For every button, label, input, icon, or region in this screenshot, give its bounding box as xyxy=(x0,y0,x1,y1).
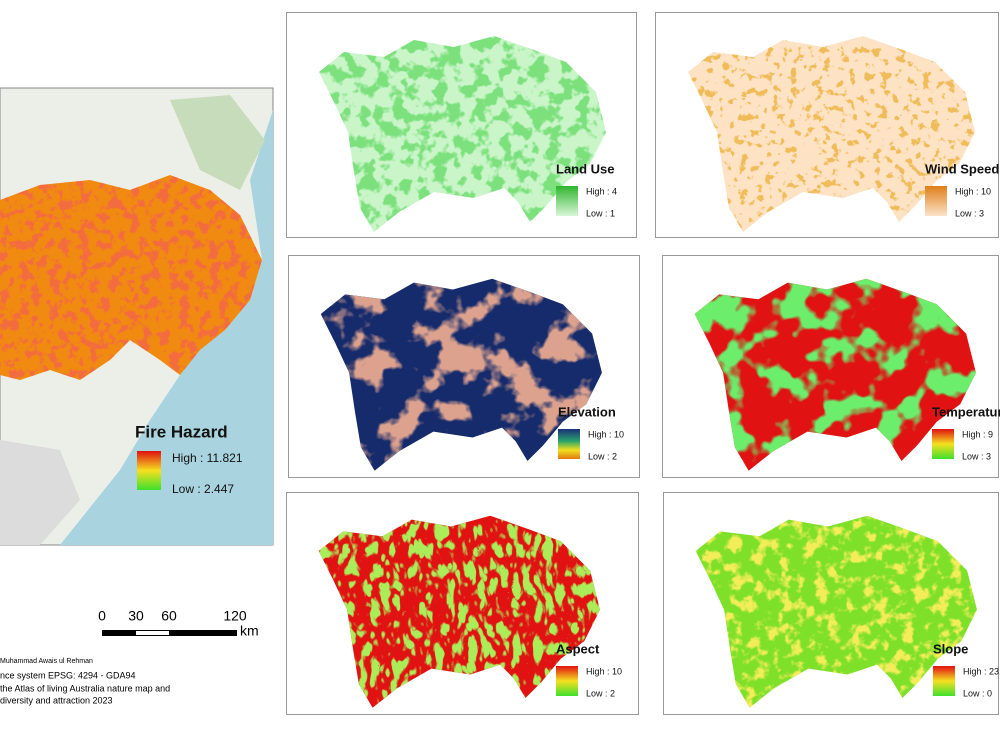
credit-line: the Atlas of living Australia nature map… xyxy=(0,683,170,693)
legend-title: Aspect xyxy=(556,641,600,656)
credit-line: Muhammad Awais ul Rehman xyxy=(0,658,93,665)
legend-ramp xyxy=(933,666,955,696)
raster-panel: Elevation High : 10 Low : 2 xyxy=(289,256,640,478)
legend-title: Land Use xyxy=(556,161,615,176)
raster-panel: Aspect High : 10 Low : 2 xyxy=(287,493,639,715)
legend-title: Temperatur xyxy=(932,404,1000,419)
legend-high: High : 10 xyxy=(955,186,991,196)
raster-panel: Land Use High : 4 Low : 1 xyxy=(287,13,637,238)
legend-high: High : 10 xyxy=(586,666,622,676)
legend-ramp xyxy=(556,186,578,216)
legend-ramp xyxy=(556,666,578,696)
legend-high: High : 11.821 xyxy=(172,451,243,465)
scale-segment xyxy=(136,631,169,635)
fire-hazard-map: Fire Hazard High : 11.821 Low : 2.447 xyxy=(0,88,273,545)
legend-low: Low : 1 xyxy=(586,208,615,218)
legend-low: Low : 2 xyxy=(586,688,615,698)
scale-label: 120 xyxy=(223,608,247,624)
legend-low: Low : 2.447 xyxy=(172,482,234,496)
scale-unit: km xyxy=(240,623,259,639)
credit-line: diversity and attraction 2023 xyxy=(0,695,113,705)
legend-high: High : 10 xyxy=(588,429,624,439)
scale-segment xyxy=(203,631,236,635)
legend-low: Low : 2 xyxy=(588,451,617,461)
scale-label: 30 xyxy=(128,608,144,624)
legend-low: Low : 0 xyxy=(963,688,992,698)
legend-title: Slope xyxy=(933,641,968,656)
legend-title: Wind Speed xyxy=(925,161,999,176)
legend-ramp xyxy=(558,429,580,459)
legend-ramp xyxy=(137,451,161,490)
legend-title: Fire Hazard xyxy=(135,422,228,441)
raster-panel: Temperatur High : 9 Low : 3 xyxy=(663,256,1000,478)
legend-low: Low : 3 xyxy=(962,451,991,461)
raster-panel: Slope High : 23. Low : 0 xyxy=(664,493,1000,715)
legend-title: Elevation xyxy=(558,404,616,419)
legend-high: High : 23. xyxy=(963,666,1000,676)
credit-line: nce system EPSG: 4294 - GDA94 xyxy=(0,670,136,680)
legend-ramp xyxy=(925,186,947,216)
scale-bar: 0 30 60 120 km xyxy=(98,608,259,639)
legend-low: Low : 3 xyxy=(955,208,984,218)
legend-high: High : 9 xyxy=(962,429,993,439)
scale-label: 60 xyxy=(161,608,177,624)
scale-label: 0 xyxy=(98,608,106,624)
legend-high: High : 4 xyxy=(586,186,617,196)
raster-panel: Wind Speed High : 10 Low : 3 xyxy=(656,13,1000,238)
credits: Muhammad Awais ul Rehman nce system EPSG… xyxy=(0,658,170,706)
legend-ramp xyxy=(932,429,954,459)
